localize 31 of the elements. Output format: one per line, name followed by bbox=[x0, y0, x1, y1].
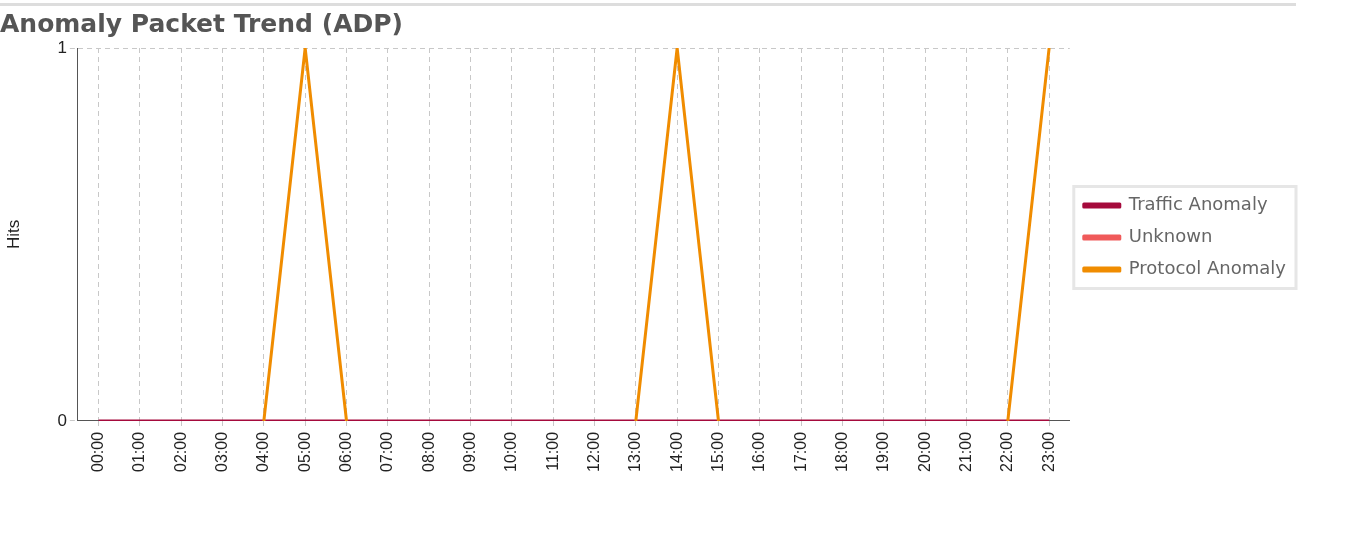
y-tick-label: 0 bbox=[57, 410, 67, 430]
legend-label: Protocol Anomaly bbox=[1128, 257, 1287, 279]
x-tick-label: 06:00 bbox=[336, 431, 354, 473]
y-axis-title: Hits bbox=[3, 219, 23, 250]
x-tick-label: 22:00 bbox=[998, 431, 1016, 473]
y-tick-label: 1 bbox=[57, 37, 67, 57]
x-tick-label: 03:00 bbox=[212, 431, 230, 473]
x-tick-label: 23:00 bbox=[1039, 431, 1057, 473]
x-tick-label: 15:00 bbox=[708, 431, 726, 473]
x-tick-label: 08:00 bbox=[419, 431, 437, 473]
x-tick-label: 00:00 bbox=[88, 431, 106, 473]
x-tick-label: 16:00 bbox=[750, 431, 768, 473]
x-tick-label: 11:00 bbox=[543, 431, 561, 471]
legend-label: Unknown bbox=[1128, 225, 1213, 247]
x-tick-label: 13:00 bbox=[626, 431, 644, 473]
x-tick-label: 02:00 bbox=[171, 431, 189, 473]
x-tick-label: 18:00 bbox=[832, 431, 850, 473]
x-tick-label: 09:00 bbox=[460, 431, 478, 473]
x-tick-label: 04:00 bbox=[254, 431, 272, 473]
x-tick-label: 17:00 bbox=[791, 431, 809, 473]
x-tick-label: 21:00 bbox=[956, 431, 974, 473]
x-tick-label: 05:00 bbox=[295, 431, 313, 473]
chart-title: Anomaly Packet Trend (ADP) bbox=[0, 8, 403, 38]
x-tick-label: 20:00 bbox=[915, 431, 933, 473]
x-tick-label: 01:00 bbox=[130, 431, 148, 473]
x-tick-label: 19:00 bbox=[874, 431, 892, 473]
x-tick-label: 07:00 bbox=[378, 431, 396, 473]
x-tick-label: 10:00 bbox=[502, 431, 520, 473]
x-tick-label: 14:00 bbox=[667, 431, 685, 473]
x-tick-label: 12:00 bbox=[584, 431, 602, 473]
legend-label: Traffic Anomaly bbox=[1127, 193, 1268, 215]
